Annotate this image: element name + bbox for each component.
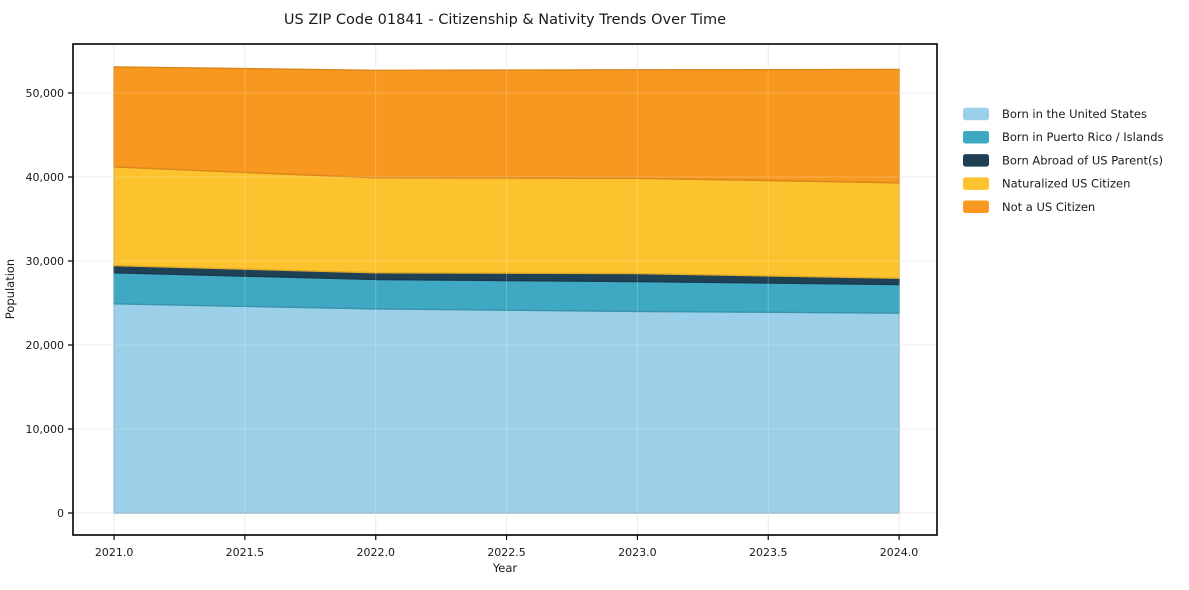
y-tick-label: 10,000 xyxy=(26,423,65,436)
legend-swatch xyxy=(963,130,989,144)
x-tick-label: 2021.0 xyxy=(95,546,134,559)
legend-row: Not a US Citizen xyxy=(963,200,1095,214)
legend-swatch xyxy=(963,200,989,214)
legend-swatch xyxy=(963,177,989,190)
x-tick-label: 2022.0 xyxy=(356,546,395,559)
legend-label: Born in the United States xyxy=(1002,107,1147,121)
legend-row: Born Abroad of US Parent(s) xyxy=(963,153,1163,167)
x-tick-label: 2024.0 xyxy=(880,546,919,559)
y-tick-label: 20,000 xyxy=(26,339,65,352)
legend-label: Born in Puerto Rico / Islands xyxy=(1002,130,1164,144)
legend-label: Born Abroad of US Parent(s) xyxy=(1002,153,1163,167)
y-tick-label: 0 xyxy=(57,507,64,520)
y-axis-label: Population xyxy=(3,259,17,319)
gridlines-overlay xyxy=(73,44,937,535)
legend: Born in the United States Born in Puerto … xyxy=(963,107,1164,214)
stacked-areas xyxy=(113,66,900,514)
legend-row: Born in Puerto Rico / Islands xyxy=(963,130,1164,144)
legend-swatch xyxy=(963,154,989,167)
x-tick-label: 2021.5 xyxy=(226,546,265,559)
legend-label: Not a US Citizen xyxy=(1002,200,1095,214)
x-tick-label: 2023.5 xyxy=(749,546,788,559)
plot-frame xyxy=(72,43,938,536)
x-tick-label: 2023.0 xyxy=(618,546,657,559)
y-axis: 0 10,000 20,000 30,000 40,000 50,000 xyxy=(26,87,73,520)
legend-label: Naturalized US Citizen xyxy=(1002,177,1130,191)
y-tick-label: 50,000 xyxy=(26,87,65,100)
x-axis-label: Year xyxy=(492,561,518,575)
x-axis: 2021.0 2021.5 2022.0 2022.5 2023.0 2023.5 2024… xyxy=(95,535,918,559)
legend-row: Born in the United States xyxy=(963,107,1147,121)
y-tick-label: 40,000 xyxy=(26,171,65,184)
legend-row: Naturalized US Citizen xyxy=(963,177,1130,191)
x-tick-label: 2022.5 xyxy=(487,546,526,559)
chart-title: US ZIP Code 01841 - Citizenship & Nativi… xyxy=(284,12,726,28)
legend-swatch xyxy=(963,107,989,121)
y-tick-label: 30,000 xyxy=(26,255,65,268)
area-not-a-us-citizen xyxy=(113,66,900,184)
